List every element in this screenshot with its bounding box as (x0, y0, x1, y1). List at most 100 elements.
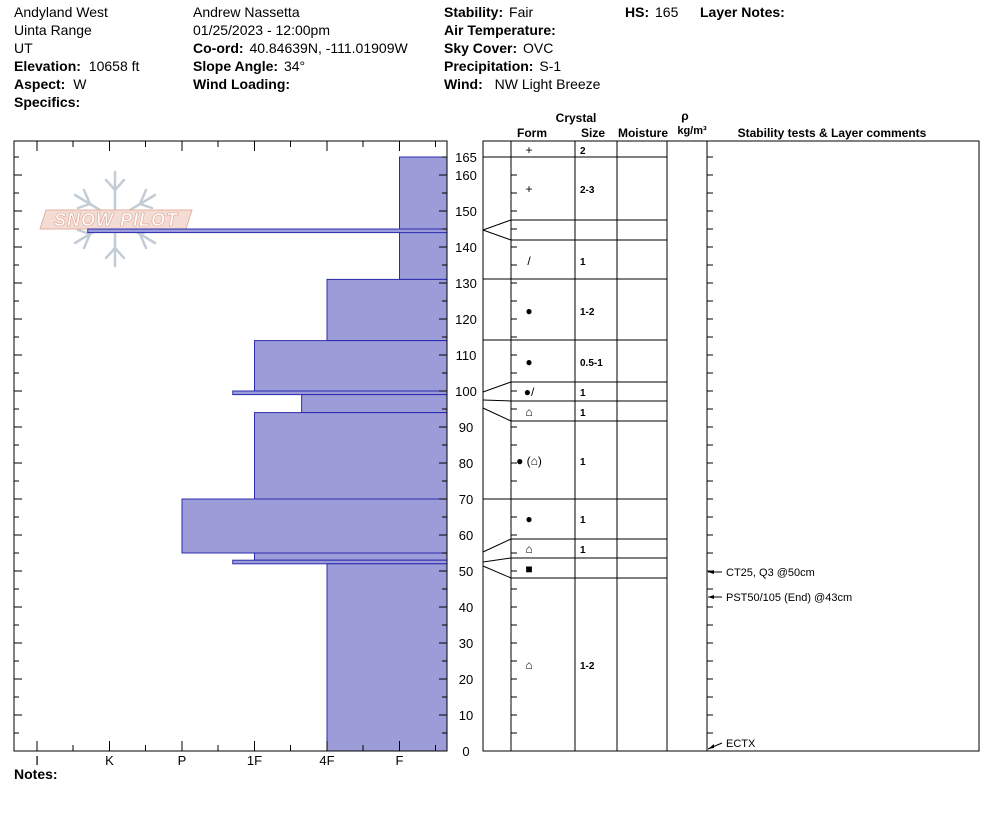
test-arrow (708, 744, 714, 749)
depth-tick-label: 120 (455, 312, 477, 327)
depth-tick-label: 40 (459, 600, 473, 615)
layer-bar (326, 278, 448, 342)
hardness-tick-label: I (35, 753, 39, 768)
boundary-connector (482, 557, 512, 563)
stability-label: Stability: (444, 4, 504, 20)
boundary-connector (482, 399, 512, 402)
table-rows: +2 + 2-3 / 1 ● 1-2 ● 0.5-1 ●/ 1 ⌂ 1 ● (⌂) 1 ● 1 ⌂ 1 ■ ⌂ 1-2 (516, 143, 603, 672)
boundary-connector (482, 407, 512, 422)
boundary-connector (482, 219, 512, 231)
depth-tick-label: 150 (455, 204, 477, 219)
table-frame (482, 140, 980, 752)
hs-label: HS: (625, 4, 650, 20)
test-arrow (708, 595, 714, 599)
depth-tick-label: 60 (459, 528, 473, 543)
crystal-form: + (525, 182, 532, 196)
depth-tick-label: 80 (459, 456, 473, 471)
depth-tick-label: 10 (459, 708, 473, 723)
crystal-form: ⌂ (525, 658, 532, 672)
left-depth-ticks (14, 156, 447, 752)
notes-label: Notes: (14, 766, 58, 782)
hardness-chart: I K P 1F 4F F (13, 140, 448, 768)
stability-row: Stability: Fair (444, 3, 533, 21)
crystal-form: ● (⌂) (516, 454, 542, 468)
layer-bar (399, 156, 448, 280)
test-label: CT25, Q3 @50cm (726, 567, 815, 579)
crystal-size: 2 (580, 146, 586, 157)
layer-bar (254, 552, 448, 561)
crystal-size: 1 (580, 515, 586, 526)
wind-loading-row: Wind Loading: (193, 75, 290, 93)
crystal-form: ● (525, 512, 532, 526)
logo-text: SNOW PILOT (54, 210, 179, 230)
layer-bar (232, 559, 448, 565)
notes-row: Notes: (14, 765, 58, 783)
aspect-row: Aspect: W (14, 75, 86, 93)
crystal-table: Crystal Form Size Moisture ρ kg/m³ Stabi… (482, 109, 980, 752)
precip-label: Precipitation: (444, 58, 534, 74)
crystal-form: ●/ (524, 385, 535, 399)
stability-tests: CT25, Q3 @50cm PST50/105 (End) @43cm ECTX (707, 567, 852, 750)
hardness-tick-label: K (105, 753, 114, 768)
coord-row: Co-ord: 40.84639N, -111.01909W (193, 39, 408, 57)
stability-value: Fair (509, 4, 534, 20)
elevation-row: Elevation: 10658 ft (14, 57, 139, 75)
depth-tick-label: 110 (456, 348, 477, 363)
coord-value: 40.84639N, -111.01909W (249, 40, 408, 56)
density-unit: kg/m³ (677, 125, 707, 137)
layer-bar (181, 498, 448, 554)
wind-loading-label: Wind Loading: (193, 76, 291, 92)
crystal-form: + (525, 143, 532, 157)
aspect-label: Aspect: (14, 76, 66, 92)
depth-tick-label: 90 (459, 420, 473, 435)
depth-tick-label: 140 (455, 240, 477, 255)
sky-row: Sky Cover: OVC (444, 39, 553, 57)
mountain-range: Uinta Range (14, 22, 92, 38)
state: UT (14, 40, 33, 56)
crystal-size: 1 (580, 457, 586, 468)
depth-tick-label: 100 (455, 384, 477, 399)
depth-tick-label: 70 (459, 492, 473, 507)
hardness-tick-label: 1F (247, 753, 262, 768)
aspect-value: W (73, 76, 87, 92)
layer-notes-row: Layer Notes: (700, 3, 785, 21)
density-symbol: ρ (681, 109, 688, 123)
crystal-size: 1-2 (580, 661, 595, 672)
crystal-form: / (527, 254, 531, 268)
crystal-size: 0.5-1 (580, 358, 603, 369)
layer-bar (254, 340, 448, 392)
wind-label: Wind: (444, 76, 483, 92)
table-grid (482, 140, 980, 752)
crystal-header: Crystal (556, 111, 597, 125)
precip-value: S-1 (539, 58, 562, 74)
precip-row: Precipitation: S-1 (444, 57, 561, 75)
wind-row: Wind: NW Light Breeze (444, 75, 600, 93)
hardness-tick-label: 4F (319, 753, 334, 768)
depth-tick-label: 50 (459, 564, 473, 579)
slope-value: 34° (283, 58, 306, 74)
hs-value: 165 (655, 4, 679, 20)
sky-value: OVC (523, 40, 554, 56)
boundary-connector (482, 538, 512, 553)
crystal-size: 1 (580, 408, 586, 419)
crystal-size: 1 (580, 388, 586, 399)
location-name: Andyland West (14, 4, 108, 20)
hardness-tick-label: F (396, 753, 404, 768)
specifics-label: Specifics: (14, 94, 81, 110)
hs-row: HS: 165 (625, 3, 678, 21)
depth-tick-label: 160 (455, 168, 477, 183)
layer-bar (301, 394, 448, 414)
layer-bar (326, 563, 448, 752)
depth-tick-label: 130 (455, 276, 477, 291)
snowpilot-logo: SNOW PILOT (39, 170, 193, 268)
depth-tick-label: 0 (462, 744, 469, 759)
layer-bar (254, 412, 448, 500)
layer-notes-label: Layer Notes: (700, 4, 785, 20)
depth-tick-label: 30 (459, 636, 473, 651)
test-label: PST50/105 (End) @43cm (726, 592, 852, 604)
size-header: Size (581, 126, 605, 140)
crystal-form: ■ (525, 562, 532, 576)
hardness-frame (13, 140, 448, 752)
form-header: Form (517, 126, 547, 140)
moisture-header: Moisture (618, 126, 668, 140)
